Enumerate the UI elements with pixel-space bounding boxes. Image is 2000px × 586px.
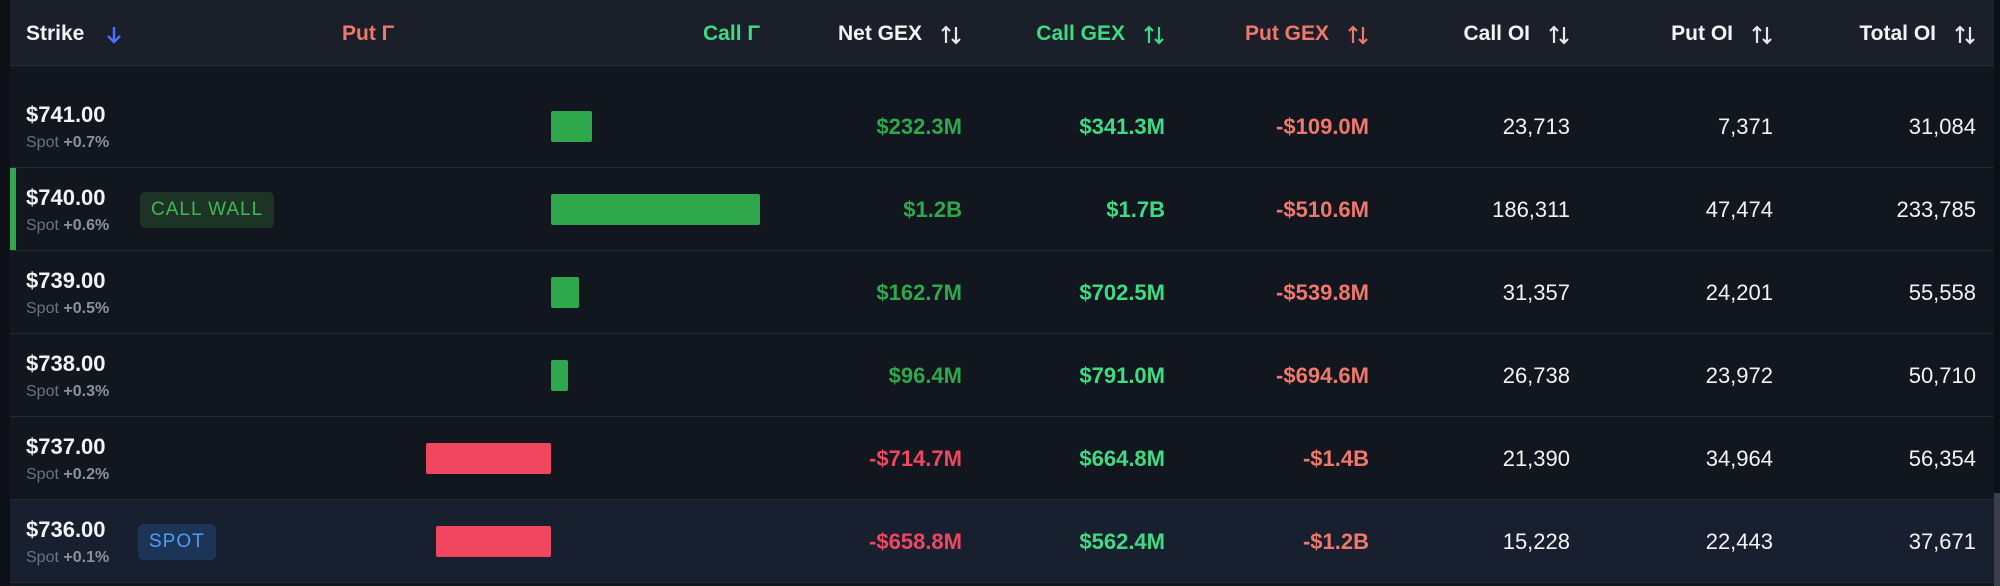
column-header[interactable]: Call GEX bbox=[1036, 22, 1125, 45]
sort-icon[interactable] bbox=[940, 24, 962, 46]
net-gex: -$658.8M bbox=[869, 529, 962, 554]
total-oi: 37,671 bbox=[1908, 529, 1976, 554]
total-oi: 50,710 bbox=[1908, 363, 1976, 388]
call-oi: 186,311 bbox=[1492, 197, 1570, 222]
sort-desc-icon[interactable] bbox=[104, 24, 124, 46]
call-oi: 26,738 bbox=[1502, 363, 1570, 388]
sort-icon[interactable] bbox=[1954, 24, 1976, 46]
spot-distance: Spot +0.1% bbox=[26, 549, 109, 567]
spot-change: +0.3% bbox=[63, 383, 110, 400]
spot-change: +0.1% bbox=[63, 549, 110, 566]
gex-bar bbox=[551, 111, 592, 142]
net-gex: $96.4M bbox=[888, 363, 962, 388]
spot-change: +0.5% bbox=[63, 300, 110, 317]
sort-icon[interactable] bbox=[1548, 24, 1570, 46]
table-header: Strike Put Γ Call Γ Net GEX Call GEX Put G… bbox=[10, 0, 1994, 66]
net-gex: $162.7M bbox=[876, 280, 962, 305]
strike-price: $737.00 bbox=[26, 434, 106, 459]
call-wall-indicator bbox=[10, 168, 16, 250]
put-gex: -$694.6M bbox=[1276, 363, 1369, 388]
call-gex: $702.5M bbox=[1079, 280, 1165, 305]
gex-bar bbox=[551, 277, 580, 308]
spot-distance: Spot +0.3% bbox=[26, 383, 109, 401]
put-oi: 34,964 bbox=[1705, 446, 1773, 471]
total-oi: 55,558 bbox=[1908, 280, 1976, 305]
strike-price: $741.00 bbox=[26, 102, 106, 127]
column-header: Put Γ bbox=[342, 22, 395, 45]
spot-change: +0.2% bbox=[63, 466, 110, 483]
sort-icon[interactable] bbox=[1751, 24, 1773, 46]
spot-label: Spot bbox=[26, 300, 59, 317]
total-oi: 233,785 bbox=[1896, 197, 1976, 222]
strike-price: $739.00 bbox=[26, 268, 106, 293]
spot-label: Spot bbox=[26, 383, 59, 400]
call-oi: 21,390 bbox=[1502, 446, 1570, 471]
call-gex: $341.3M bbox=[1079, 114, 1165, 139]
column-header[interactable]: Net GEX bbox=[837, 22, 922, 45]
put-oi: 23,972 bbox=[1705, 363, 1773, 388]
total-oi: 31,084 bbox=[1908, 114, 1976, 139]
spot-distance: Spot +0.7% bbox=[26, 134, 109, 152]
put-gex: -$539.8M bbox=[1276, 280, 1369, 305]
strike-price: $740.00 bbox=[26, 185, 106, 210]
call-gex: $1.7B bbox=[1106, 197, 1165, 222]
spot-label: Spot bbox=[26, 466, 59, 483]
spot-distance: Spot +0.6% bbox=[26, 217, 109, 235]
sort-icon[interactable] bbox=[1347, 24, 1369, 46]
strike-price: $738.00 bbox=[26, 351, 106, 376]
sort-icon[interactable] bbox=[1143, 24, 1165, 46]
put-oi: 22,443 bbox=[1705, 529, 1773, 554]
table-row[interactable]: $737.00 Spot +0.2% -$714.7M $664.8M -$1.4B 21… bbox=[10, 417, 1994, 500]
gex-table: Strike Put Γ Call Γ Net GEX Call GEX Put G… bbox=[10, 0, 1994, 586]
call-gex: $562.4M bbox=[1079, 529, 1165, 554]
net-gex: $1.2B bbox=[903, 197, 962, 222]
net-gex: $232.3M bbox=[876, 114, 962, 139]
table-row[interactable]: $738.00 Spot +0.3% $96.4M $791.0M -$694.6M 26… bbox=[10, 334, 1994, 417]
spot-label: Spot bbox=[26, 217, 59, 234]
put-gex: -$1.2B bbox=[1302, 529, 1369, 554]
column-header: Call Γ bbox=[703, 22, 760, 45]
spot-change: +0.7% bbox=[63, 134, 110, 151]
column-header[interactable]: Strike bbox=[26, 22, 85, 45]
spot-label: Spot bbox=[26, 549, 59, 566]
spot-distance: Spot +0.5% bbox=[26, 300, 109, 318]
row-badge: CALL WALL bbox=[140, 192, 275, 228]
gex-bar bbox=[426, 443, 551, 474]
put-oi: 7,371 bbox=[1717, 114, 1773, 139]
call-oi: 23,713 bbox=[1502, 114, 1570, 139]
table-row[interactable]: $739.00 Spot +0.5% $162.7M $702.5M -$539.8M 3… bbox=[10, 251, 1994, 334]
gex-bar bbox=[551, 360, 568, 391]
put-gex: -$510.6M bbox=[1276, 197, 1369, 222]
table-row[interactable]: $736.00 Spot +0.1% SPOT -$658.8M $562.4M -$1.… bbox=[10, 500, 1994, 583]
total-oi: 56,354 bbox=[1908, 446, 1976, 471]
put-gex: -$109.0M bbox=[1276, 114, 1369, 139]
put-oi: 24,201 bbox=[1705, 280, 1773, 305]
table-row[interactable]: $740.00 Spot +0.6% CALL WALL $1.2B $1.7B -$51… bbox=[10, 168, 1994, 251]
put-gex: -$1.4B bbox=[1302, 446, 1369, 471]
call-gex: $664.8M bbox=[1079, 446, 1165, 471]
call-oi: 15,228 bbox=[1502, 529, 1570, 554]
spot-label: Spot bbox=[26, 134, 59, 151]
column-header[interactable]: Total OI bbox=[1859, 22, 1936, 45]
call-gex: $791.0M bbox=[1079, 363, 1165, 388]
net-gex: -$714.7M bbox=[869, 446, 962, 471]
column-header[interactable]: Call OI bbox=[1463, 22, 1530, 45]
spot-change: +0.6% bbox=[63, 217, 110, 234]
put-oi: 47,474 bbox=[1705, 197, 1773, 222]
column-header[interactable]: Put GEX bbox=[1244, 22, 1329, 45]
table-row[interactable]: $741.00 Spot +0.7% $232.3M $341.3M -$109.0M 2… bbox=[10, 85, 1994, 168]
strike-price: $736.00 bbox=[26, 517, 106, 542]
row-badge: SPOT bbox=[138, 524, 216, 560]
gex-bar bbox=[436, 526, 551, 557]
spot-distance: Spot +0.2% bbox=[26, 466, 109, 484]
call-oi: 31,357 bbox=[1502, 280, 1570, 305]
gex-bar bbox=[551, 194, 761, 225]
scrollbar[interactable] bbox=[1994, 493, 2000, 586]
column-header[interactable]: Put OI bbox=[1671, 22, 1733, 45]
